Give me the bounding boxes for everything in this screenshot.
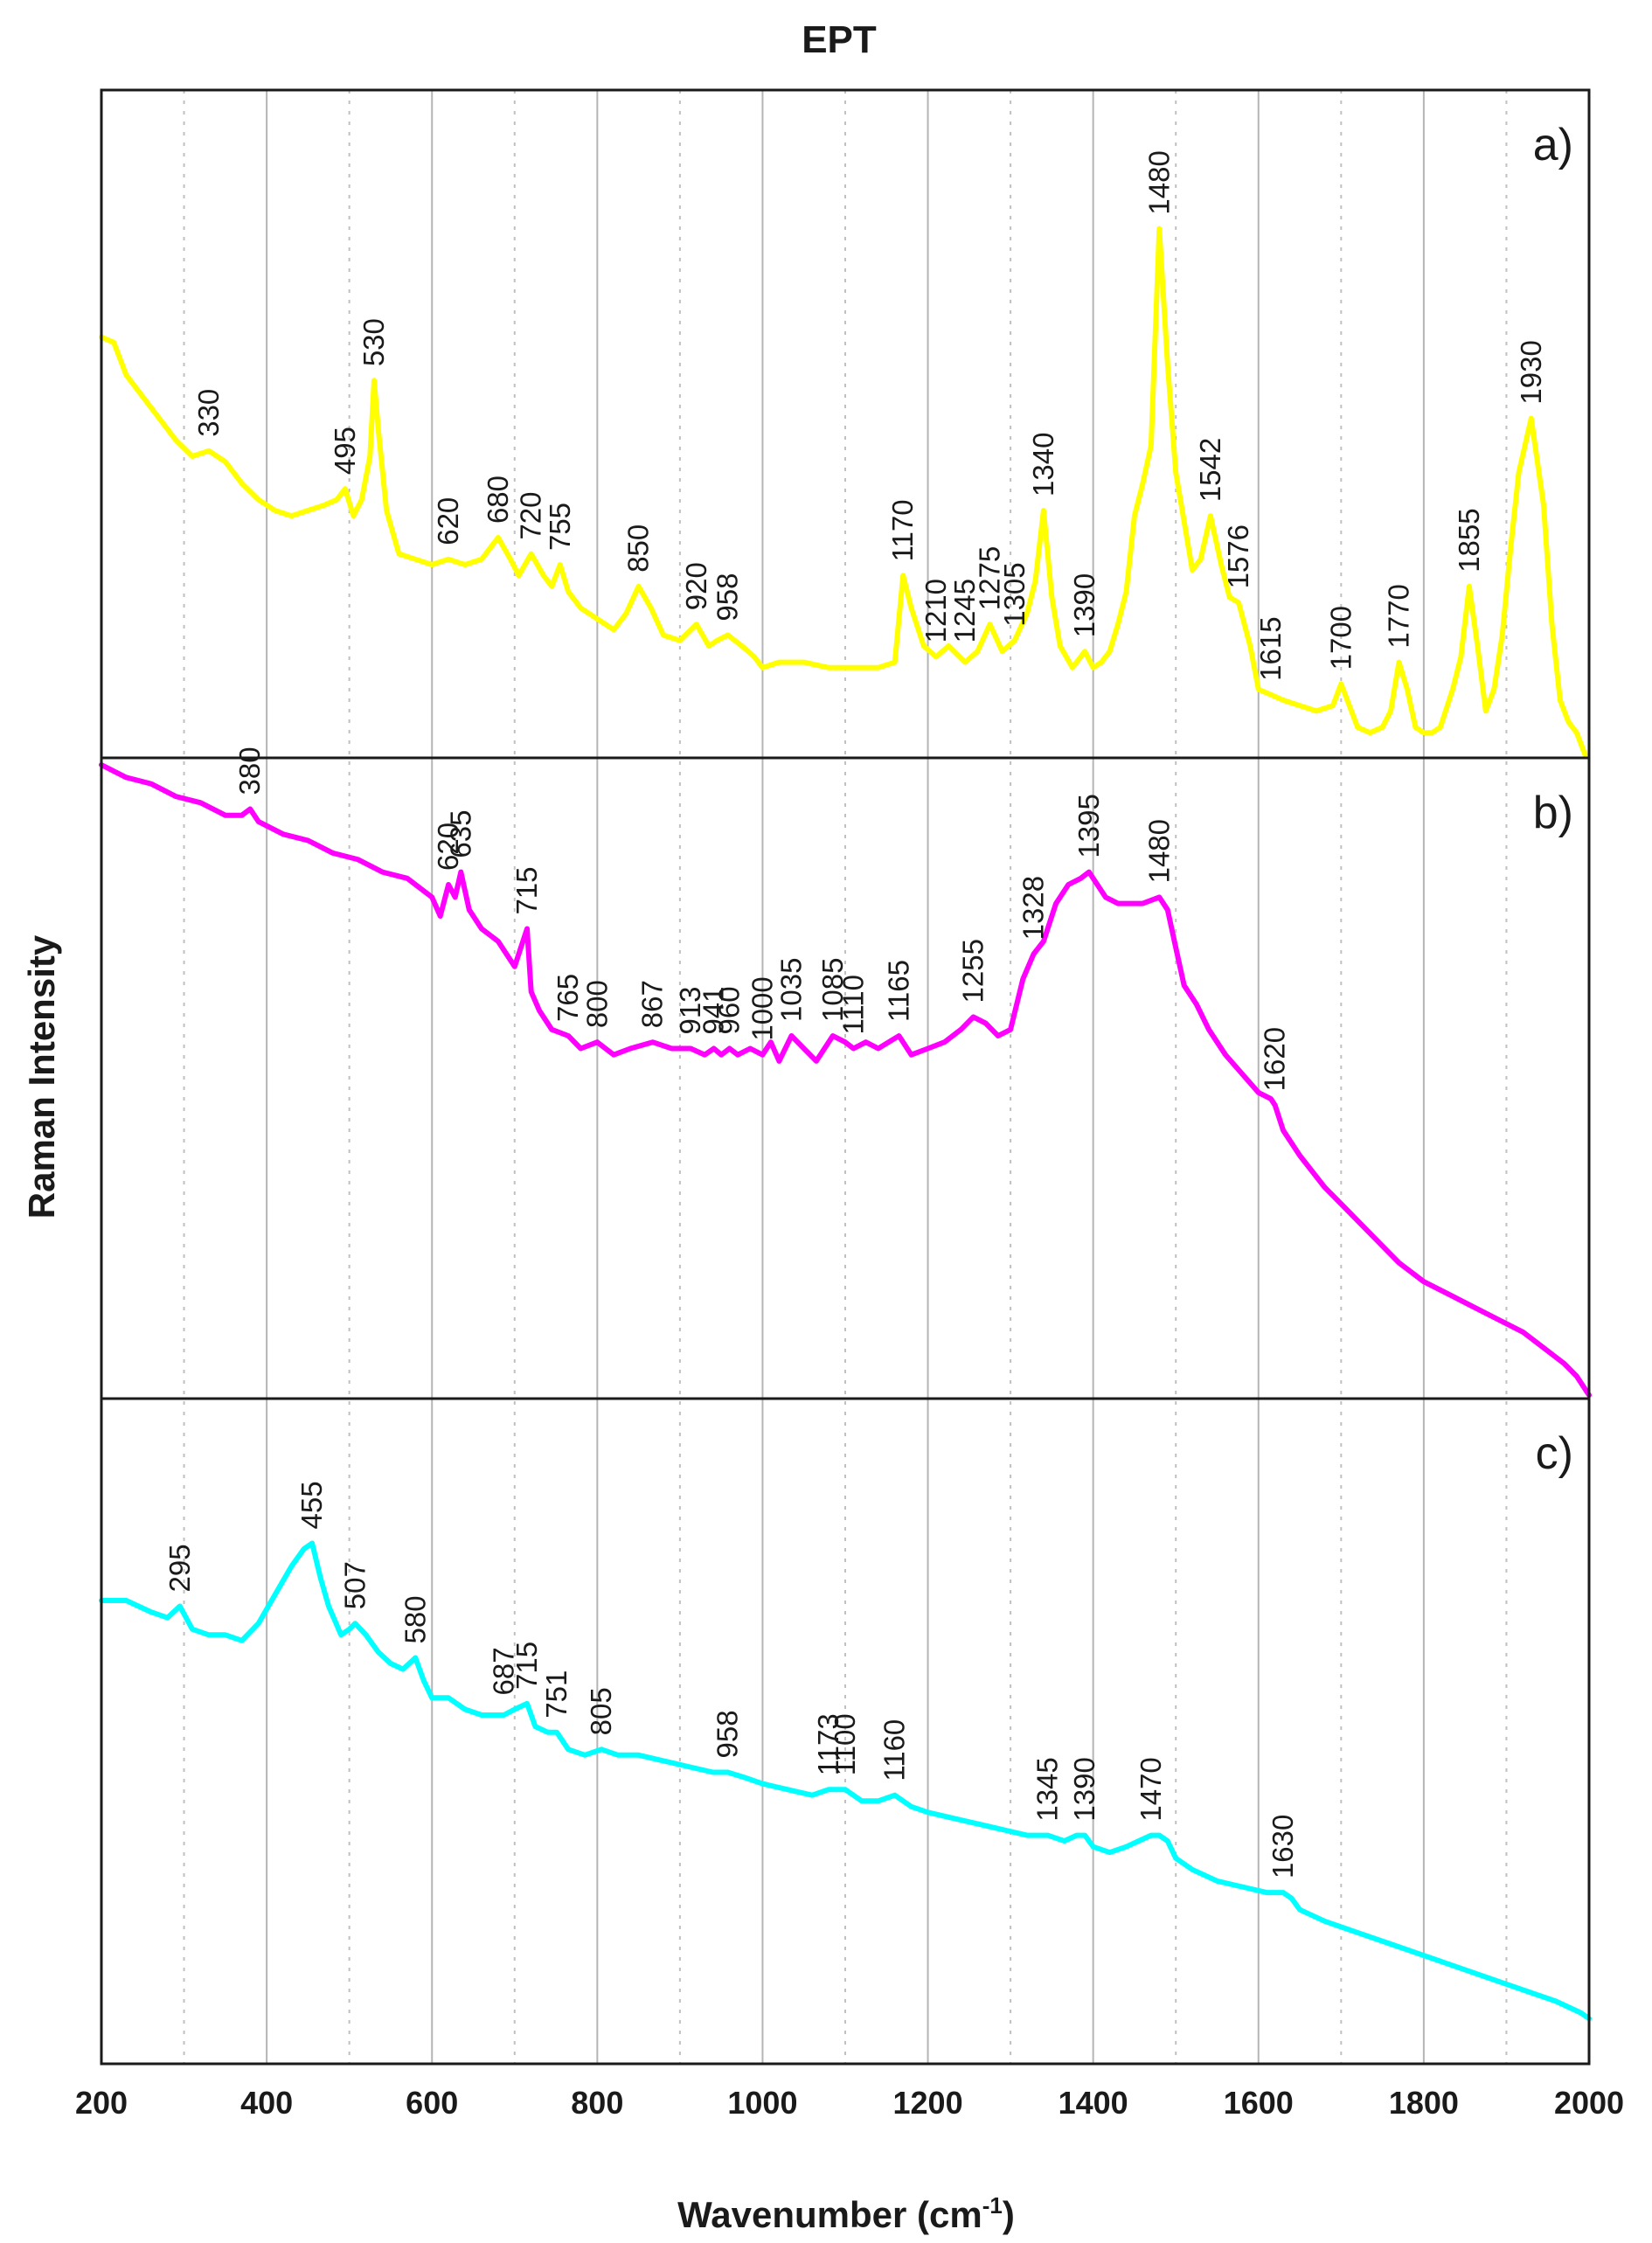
panel-label-b: b) xyxy=(1533,788,1573,838)
peak-label-b-380: 380 xyxy=(233,747,266,795)
peak-label-b-941: 941 xyxy=(698,986,730,1034)
x-axis-label-superscript: -1 xyxy=(982,2192,1003,2219)
x-tick-label-800: 800 xyxy=(571,2085,623,2121)
x-tick-label-400: 400 xyxy=(240,2085,293,2121)
peak-label-a-720: 720 xyxy=(515,492,547,540)
peak-label-b-913: 913 xyxy=(674,986,706,1034)
chart-title: EPT xyxy=(802,18,877,61)
series-layer xyxy=(99,226,1592,2022)
peak-label-a-1542: 1542 xyxy=(1194,438,1226,502)
peak-label-c-580: 580 xyxy=(399,1595,431,1643)
peak-label-c-751: 751 xyxy=(540,1670,573,1719)
peak-label-b-1620: 1620 xyxy=(1259,1027,1291,1091)
x-tick-label-200: 200 xyxy=(75,2085,128,2121)
x-tick-labels: 200 400 600 800 1000 1200 1400 1600 1800 2000 xyxy=(75,2085,1624,2121)
peak-label-c-1160: 1160 xyxy=(878,1719,911,1781)
peak-label-c-1470: 1470 xyxy=(1135,1757,1167,1821)
peak-label-c-1100: 1100 xyxy=(829,1713,861,1775)
series-line-panel-c xyxy=(99,1540,1592,2022)
peak-label-a-680: 680 xyxy=(482,476,514,524)
plot-frame xyxy=(100,88,1591,2066)
peak-label-c-455: 455 xyxy=(295,1481,328,1529)
peak-label-c-507: 507 xyxy=(338,1561,371,1609)
x-tick-label-1400: 1400 xyxy=(1059,2085,1128,2121)
peak-label-a-1700: 1700 xyxy=(1324,606,1357,670)
peak-label-c-958: 958 xyxy=(711,1710,744,1758)
panel-label-a: a) xyxy=(1533,120,1573,170)
peak-label-a-755: 755 xyxy=(544,503,576,551)
y-axis-label: Raman Intensity xyxy=(21,934,62,1219)
peak-label-a-330: 330 xyxy=(192,389,225,437)
peak-label-a-1170: 1170 xyxy=(886,499,919,561)
peak-label-a-1576: 1576 xyxy=(1222,524,1254,588)
peak-label-b-1165: 1165 xyxy=(883,960,915,1022)
peak-label-a-958: 958 xyxy=(711,573,744,622)
peak-label-a-1245: 1245 xyxy=(948,579,981,642)
peak-label-b-800: 800 xyxy=(580,980,613,1028)
peak-label-b-765: 765 xyxy=(552,974,584,1022)
x-tick-label-1000: 1000 xyxy=(727,2085,797,2121)
peak-label-c-1630: 1630 xyxy=(1267,1815,1299,1878)
peak-label-a-1855: 1855 xyxy=(1453,508,1485,572)
peak-label-b-960: 960 xyxy=(713,986,746,1034)
peak-label-a-1340: 1340 xyxy=(1027,433,1059,497)
x-tick-label-1600: 1600 xyxy=(1224,2085,1294,2121)
x-axis-label-main: Wavenumber (cm xyxy=(677,2194,982,2235)
peak-label-c-715: 715 xyxy=(510,1642,543,1690)
peak-label-a-1930: 1930 xyxy=(1515,340,1547,404)
peak-label-b-1035: 1035 xyxy=(775,958,808,1022)
peak-label-a-620: 620 xyxy=(432,497,464,545)
peak-label-b-620: 620 xyxy=(432,823,464,871)
peak-label-a-1770: 1770 xyxy=(1383,584,1415,648)
peak-label-b-1328: 1328 xyxy=(1017,876,1050,940)
peak-label-a-1480: 1480 xyxy=(1142,150,1175,214)
peak-label-a-495: 495 xyxy=(329,427,361,475)
x-axis-label: Wavenumber (cm-1) xyxy=(677,2192,1015,2235)
series-line-panel-b xyxy=(99,762,1592,1398)
peak-label-b-715: 715 xyxy=(510,866,543,914)
peak-label-a-850: 850 xyxy=(622,524,655,573)
peak-label-c-295: 295 xyxy=(163,1544,196,1592)
peak-label-b-1395: 1395 xyxy=(1072,794,1105,858)
peak-label-a-1615: 1615 xyxy=(1254,616,1287,680)
series-line-panel-a xyxy=(99,226,1588,757)
peak-label-b-1085: 1085 xyxy=(816,958,849,1022)
x-tick-label-600: 600 xyxy=(406,2085,458,2121)
peak-label-a-1275: 1275 xyxy=(974,546,1006,610)
x-tick-label-1800: 1800 xyxy=(1389,2085,1459,2121)
peak-label-b-1110: 1110 xyxy=(836,975,869,1035)
peak-label-a-1305: 1305 xyxy=(998,562,1031,626)
peak-label-a-530: 530 xyxy=(357,318,390,366)
peak-label-b-635: 635 xyxy=(444,810,476,858)
peak-label-c-1345: 1345 xyxy=(1031,1757,1064,1821)
x-axis-label-suffix: ) xyxy=(1003,2194,1015,2235)
grid-layer xyxy=(183,90,1508,2064)
x-tick-label-1200: 1200 xyxy=(893,2085,963,2121)
peak-label-a-1390: 1390 xyxy=(1068,573,1100,637)
peak-label-b-1480: 1480 xyxy=(1142,819,1175,883)
peak-label-a-1210: 1210 xyxy=(920,579,952,642)
panel-label-c: c) xyxy=(1536,1428,1573,1479)
peak-label-c-1173: 1173 xyxy=(812,1713,844,1775)
peak-label-c-1390: 1390 xyxy=(1068,1757,1100,1821)
x-tick-label-2000: 2000 xyxy=(1554,2085,1624,2121)
peak-label-b-1255: 1255 xyxy=(957,939,989,1003)
peak-label-b-867: 867 xyxy=(636,980,669,1028)
peak-label-a-920: 920 xyxy=(680,562,712,610)
peak-label-b-1000: 1000 xyxy=(746,976,778,1040)
peak-label-c-805: 805 xyxy=(585,1687,617,1735)
peak-label-c-687: 687 xyxy=(487,1647,519,1695)
